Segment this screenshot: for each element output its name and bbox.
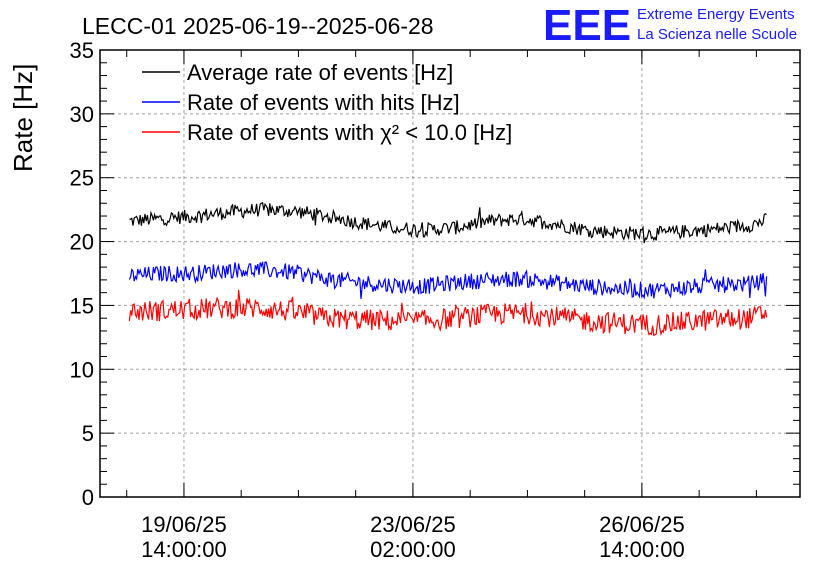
eee-logo: EEE Extreme Energy Events La Scienza nel… — [543, 1, 797, 50]
legend-label-1: Average rate of events [Hz] — [187, 60, 453, 85]
y-axis-label: Rate [Hz] — [8, 64, 38, 172]
x-tick-label-date: 19/06/25 — [141, 512, 227, 537]
y-tick-label: 10 — [70, 357, 94, 382]
y-tick-label: 35 — [70, 38, 94, 63]
y-tick-label: 30 — [70, 102, 94, 127]
y-tick-label: 5 — [82, 421, 94, 446]
logo-eee-text: EEE — [543, 1, 631, 50]
y-tick-label: 15 — [70, 293, 94, 318]
series-line-3 — [128, 289, 768, 337]
logo-line1: Extreme Energy Events — [637, 6, 795, 23]
logo-line2: La Scienza nelle Scuole — [637, 26, 797, 43]
x-tick-label-date: 23/06/25 — [370, 512, 456, 537]
legend-label-3: Rate of events with χ² < 10.0 [Hz] — [187, 120, 512, 145]
x-tick-label-time: 02:00:00 — [370, 537, 456, 562]
x-tick-label-time: 14:00:00 — [141, 537, 227, 562]
grid-lines — [100, 49, 800, 497]
chart-title: LECC-01 2025-06-19--2025-06-28 — [82, 13, 434, 39]
axes: 0510152025303519/06/2514:00:0023/06/2502… — [70, 38, 801, 562]
legend-label-2: Rate of events with hits [Hz] — [187, 90, 460, 115]
x-tick-label-time: 14:00:00 — [599, 537, 685, 562]
series-line-1 — [129, 201, 767, 244]
y-tick-label: 20 — [70, 230, 94, 255]
plot-frame — [99, 49, 801, 498]
y-tick-label: 25 — [70, 166, 94, 191]
y-tick-label: 0 — [82, 485, 94, 510]
series-line-2 — [128, 261, 768, 300]
legend: Average rate of events [Hz] Rate of event… — [142, 60, 512, 145]
x-tick-label-date: 26/06/25 — [599, 512, 685, 537]
series-group — [128, 201, 768, 337]
